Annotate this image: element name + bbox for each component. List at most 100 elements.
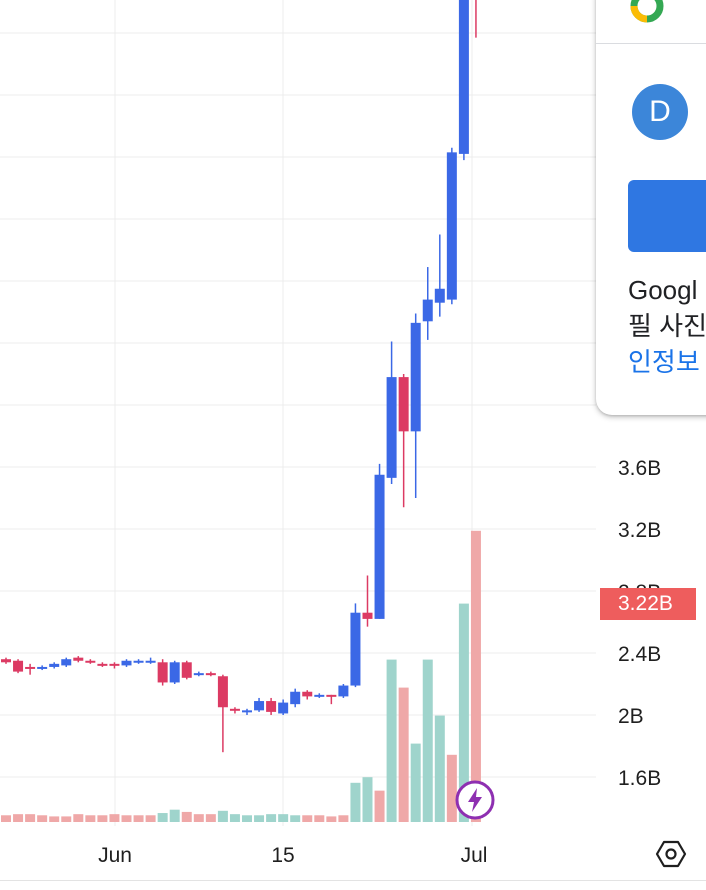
candle-body bbox=[446, 152, 457, 300]
candle[interactable] bbox=[157, 659, 168, 686]
avatar[interactable]: D bbox=[632, 84, 688, 140]
candle[interactable] bbox=[314, 693, 325, 698]
candle[interactable] bbox=[242, 708, 252, 715]
candle-body bbox=[25, 666, 36, 669]
volume-bar bbox=[133, 815, 144, 822]
candle[interactable] bbox=[97, 662, 108, 667]
y-tick-label: 2B bbox=[618, 705, 644, 728]
candle[interactable] bbox=[302, 690, 313, 700]
candle[interactable] bbox=[85, 659, 96, 664]
volume-bar bbox=[25, 814, 36, 822]
candle[interactable] bbox=[458, 0, 469, 161]
candle[interactable] bbox=[25, 663, 36, 675]
volume-bar bbox=[157, 813, 168, 822]
volume-bar bbox=[169, 809, 180, 822]
candle-body bbox=[121, 660, 132, 666]
continue-button[interactable] bbox=[628, 180, 706, 252]
candle[interactable] bbox=[326, 694, 337, 705]
popup-text-line-1: Googl bbox=[628, 275, 698, 305]
candle[interactable] bbox=[193, 671, 204, 677]
candle[interactable] bbox=[374, 463, 385, 619]
candle[interactable] bbox=[398, 374, 409, 508]
candle-body bbox=[37, 666, 48, 669]
volume-bar bbox=[362, 777, 373, 822]
candle[interactable] bbox=[109, 662, 120, 669]
candle-body bbox=[290, 691, 301, 705]
popup-divider bbox=[596, 43, 706, 44]
volume-bar bbox=[109, 814, 120, 822]
candle[interactable] bbox=[133, 659, 144, 664]
candle[interactable] bbox=[422, 267, 433, 340]
candle[interactable] bbox=[229, 707, 240, 714]
candle-body bbox=[13, 660, 24, 672]
volume-bar bbox=[181, 811, 192, 822]
candle[interactable] bbox=[434, 234, 445, 317]
candle-body bbox=[326, 694, 337, 697]
candle-body bbox=[422, 299, 433, 322]
candle-body bbox=[145, 660, 156, 663]
candle[interactable] bbox=[290, 688, 301, 708]
candle-body bbox=[458, 0, 469, 154]
volume-bar bbox=[121, 815, 132, 822]
candle[interactable] bbox=[61, 657, 72, 667]
candle-body bbox=[229, 708, 240, 711]
candle[interactable] bbox=[205, 671, 216, 677]
volume-bar bbox=[386, 659, 397, 822]
volume-bar bbox=[145, 815, 156, 822]
chart-grid bbox=[0, 0, 596, 826]
candle[interactable] bbox=[169, 660, 180, 684]
x-axis: Jun 15 Jul bbox=[98, 844, 487, 867]
candle[interactable] bbox=[217, 674, 228, 753]
candle-body bbox=[386, 377, 397, 478]
candle[interactable] bbox=[37, 665, 48, 671]
privacy-link[interactable]: 인정보 bbox=[628, 347, 700, 377]
candle-body bbox=[362, 612, 373, 619]
candle-body bbox=[374, 474, 385, 619]
candle[interactable] bbox=[386, 341, 397, 485]
volume-bar bbox=[37, 815, 48, 822]
candle[interactable] bbox=[362, 575, 373, 627]
candle-body bbox=[169, 662, 180, 683]
volume-bar bbox=[73, 814, 84, 822]
candle-body bbox=[242, 710, 252, 713]
candle[interactable] bbox=[471, 0, 481, 38]
candle[interactable] bbox=[181, 660, 192, 680]
candle[interactable] bbox=[73, 656, 84, 663]
lightning-bolt-icon[interactable] bbox=[455, 780, 495, 820]
volume-bar bbox=[49, 816, 60, 822]
candle[interactable] bbox=[266, 697, 277, 715]
candle-body bbox=[193, 673, 204, 676]
candle-body bbox=[181, 662, 192, 678]
candle-body bbox=[73, 657, 84, 661]
volume-bar bbox=[266, 814, 277, 822]
volume-bar bbox=[398, 687, 409, 822]
candle[interactable] bbox=[13, 659, 24, 674]
volume-bar bbox=[97, 815, 108, 822]
volume-bar bbox=[458, 603, 469, 822]
candle-body bbox=[254, 701, 265, 711]
y-tick-label: 1.6B bbox=[618, 767, 661, 790]
candle-body bbox=[314, 694, 325, 697]
candle-body bbox=[398, 377, 409, 432]
candle[interactable] bbox=[338, 684, 349, 698]
candle[interactable] bbox=[1, 657, 11, 664]
candle[interactable] bbox=[446, 147, 457, 305]
candle[interactable] bbox=[254, 697, 265, 712]
candle-body bbox=[133, 660, 144, 663]
popup-text-line-2: 필 사진 bbox=[628, 311, 706, 341]
candle[interactable] bbox=[410, 313, 421, 498]
candle[interactable] bbox=[145, 657, 156, 664]
hexagon-settings-icon[interactable] bbox=[655, 838, 687, 870]
candle[interactable] bbox=[49, 662, 60, 669]
volume-bar bbox=[278, 814, 289, 822]
candle[interactable] bbox=[278, 699, 289, 716]
volume-bar bbox=[290, 815, 301, 822]
candle[interactable] bbox=[350, 603, 361, 688]
candle-body bbox=[85, 660, 96, 663]
x-tick-label: Jul bbox=[461, 844, 488, 867]
candle-body bbox=[109, 663, 120, 666]
volume-bar bbox=[314, 815, 325, 822]
candle[interactable] bbox=[121, 659, 132, 667]
